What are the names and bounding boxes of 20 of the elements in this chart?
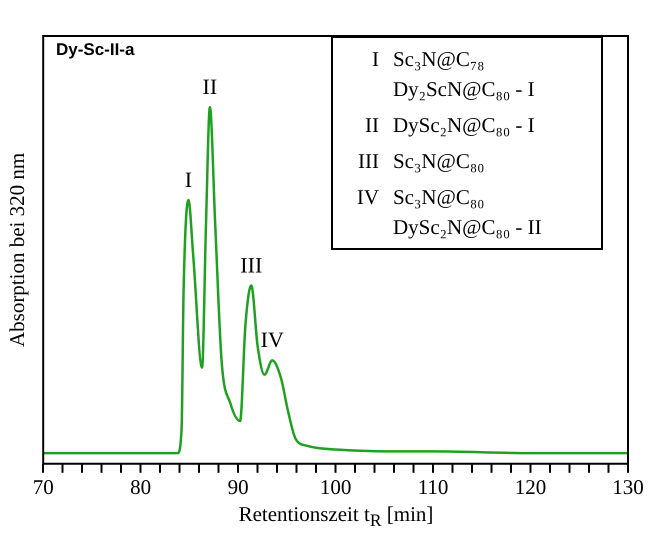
x-tick-label: 120	[514, 474, 546, 499]
x-tick-label: 100	[320, 474, 352, 499]
chart-title: Dy-Sc-II-a	[56, 40, 134, 60]
x-tick-label: 80	[130, 474, 152, 499]
annotation: II DySc₂N@C₈₀ - I	[364, 112, 535, 139]
x-tick-label: 130	[612, 474, 644, 499]
annotation: I	[184, 166, 192, 192]
x-axis-title: Retentionszeit t$_{R}$ [min]	[238, 502, 434, 532]
annotation: III	[240, 252, 262, 278]
annotation: IV	[260, 327, 284, 352]
text: I Sc₃N@C₇₈	[372, 47, 484, 71]
text: Dy₂ScN@C₈₀ - I	[393, 77, 535, 101]
x-tick-label: 70	[32, 474, 54, 499]
annotation: III Sc₃N@C₈₀	[357, 148, 484, 175]
annotation: DySc₂N@C₈₀ - II	[393, 214, 542, 241]
x-tick-label: 90	[228, 474, 249, 499]
y-axis-title: Absorption bei 320 nm	[5, 152, 30, 348]
annotation: II	[202, 74, 218, 100]
x-tick-label: 110	[418, 474, 448, 499]
annotation: IV Sc₃N@C₈₀	[356, 184, 484, 211]
